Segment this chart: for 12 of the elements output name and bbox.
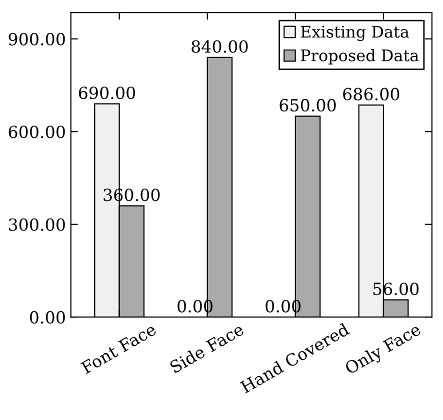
- data-label: 650.00: [280, 98, 336, 112]
- y-tick-label: 600.00: [8, 126, 65, 138]
- y-tick-label: 900.00: [8, 32, 65, 46]
- y-tick-label: 300.00: [8, 218, 65, 231]
- data-label: 690.00: [78, 86, 136, 100]
- legend-label: Proposed Data: [300, 49, 419, 65]
- x-tick-label: Font Face: [80, 322, 157, 374]
- data-label: 840.00: [192, 40, 248, 53]
- data-label: 686.00: [343, 88, 400, 100]
- legend-label: Existing Data: [300, 26, 409, 42]
- x-tick-label: Side Face: [168, 322, 245, 374]
- y-tick-label: 0.00: [30, 311, 65, 324]
